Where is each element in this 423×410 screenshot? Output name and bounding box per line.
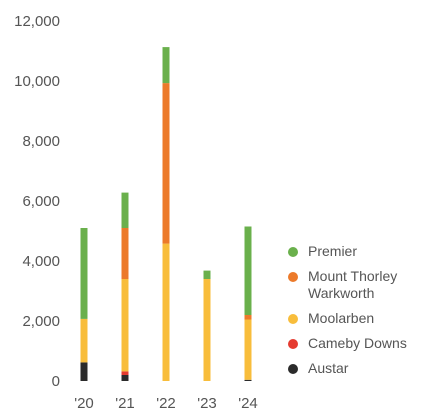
legend-label: Austar: [308, 360, 349, 376]
legend-swatch: [288, 339, 298, 349]
legend-item: Premier: [288, 243, 423, 260]
legend-label: Mount Thorley Warkworth: [308, 268, 398, 301]
bar-segment: [121, 371, 129, 375]
y-tick-label: 12,000: [14, 13, 60, 30]
bar-segment: [80, 228, 88, 319]
legend-label: Cameby Downs: [308, 335, 407, 351]
legend-label: Premier: [308, 243, 358, 259]
legend-item: Cameby Downs: [288, 335, 423, 352]
legend-swatch: [288, 272, 298, 282]
y-tick-label: 4,000: [22, 253, 60, 270]
y-tick-label: 6,000: [22, 193, 60, 210]
bar-segment: [121, 279, 129, 372]
x-tick-label: '21: [115, 395, 135, 410]
bar-segment: [162, 83, 170, 244]
y-tick-label: 10,000: [14, 73, 60, 90]
legend-item: Austar: [288, 360, 423, 377]
bar-segment: [203, 270, 211, 279]
x-tick-label: '23: [197, 395, 217, 410]
legend-item: Moolarben: [288, 310, 423, 327]
bar-segment: [162, 47, 170, 84]
x-axis: '20 '21 '22 '23 '24: [74, 395, 258, 410]
bar-segment: [244, 315, 252, 320]
bar-segment: [80, 362, 88, 381]
y-tick-label: 8,000: [22, 133, 60, 150]
y-tick-label: 2,000: [22, 313, 60, 330]
bar-segment: [203, 279, 211, 381]
x-tick-label: '22: [156, 395, 176, 410]
bar-segment: [244, 319, 252, 380]
bar-segment: [121, 228, 129, 279]
y-axis: 0 2,000 4,000 6,000 8,000 10,000 12,000: [14, 13, 60, 390]
bar-segment: [244, 379, 252, 381]
bar-segment: [80, 318, 88, 363]
legend-label: Moolarben: [308, 310, 375, 326]
bar-segment: [121, 375, 129, 381]
legend-swatch: [288, 314, 298, 324]
legend-swatch: [288, 364, 298, 374]
bar-segment: [121, 192, 129, 228]
x-tick-label: '20: [74, 395, 94, 410]
legend: Premier Mount Thorley Warkworth Moolarben C…: [288, 243, 423, 385]
bars-group: [80, 47, 252, 381]
legend-item: Mount Thorley Warkworth: [288, 268, 423, 302]
bar-segment: [244, 226, 252, 315]
x-tick-label: '24: [238, 395, 258, 410]
y-tick-label: 0: [52, 373, 60, 390]
legend-swatch: [288, 247, 298, 257]
bar-segment: [162, 243, 170, 381]
